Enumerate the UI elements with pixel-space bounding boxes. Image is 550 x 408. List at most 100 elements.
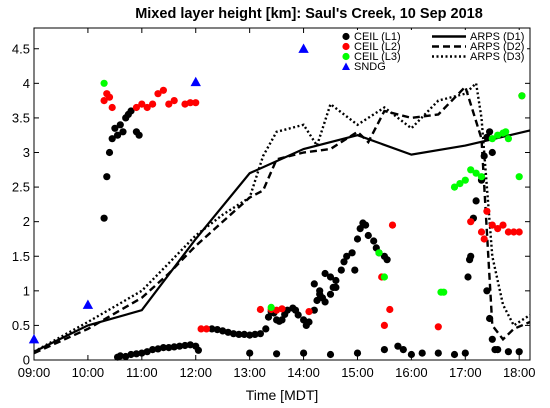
point-ceil-l1 <box>235 330 243 338</box>
point-ceil-l1 <box>208 325 216 333</box>
y-tick-label: 0 <box>23 353 30 368</box>
observation-points <box>28 43 526 361</box>
point-ceil-l1 <box>176 342 184 350</box>
point-ceil-l3 <box>518 92 526 100</box>
point-ceil-l1 <box>353 235 362 243</box>
x-tick-label: 16:00 <box>395 365 428 380</box>
point-ceil-l1 <box>103 173 111 181</box>
point-ceil-l1 <box>138 349 146 357</box>
point-ceil-l2 <box>105 93 114 101</box>
point-ceil-l1 <box>159 344 167 352</box>
point-ceil-l2 <box>305 308 313 316</box>
point-sndg <box>82 299 94 309</box>
point-ceil-l1 <box>356 225 364 233</box>
point-ceil-l1 <box>488 335 496 343</box>
y-tick-label: 4 <box>23 76 30 91</box>
point-ceil-l2 <box>202 325 211 333</box>
point-ceil-l2 <box>434 323 442 331</box>
x-tick-label: 13:00 <box>233 365 266 380</box>
point-ceil-l1 <box>343 252 351 260</box>
point-ceil-l1 <box>256 330 264 338</box>
point-ceil-l1 <box>340 258 348 266</box>
point-ceil-l1 <box>229 330 238 338</box>
legend-marker <box>342 42 350 51</box>
point-ceil-l2 <box>192 99 200 107</box>
point-ceil-l1 <box>213 326 221 334</box>
point-ceil-l1 <box>407 350 415 359</box>
point-ceil-l1 <box>132 350 140 358</box>
point-ceil-l1 <box>370 237 378 245</box>
point-ceil-l1 <box>100 214 108 222</box>
point-ceil-l1 <box>316 287 324 295</box>
point-ceil-l1 <box>246 331 254 339</box>
y-tick-label: 1 <box>23 283 30 298</box>
point-ceil-l1 <box>332 283 340 291</box>
point-ceil-l2 <box>273 306 281 314</box>
x-tick-label: 09:00 <box>18 365 51 380</box>
point-ceil-l1 <box>488 148 496 157</box>
point-ceil-l1 <box>364 231 372 240</box>
point-sndg <box>298 43 309 53</box>
point-ceil-l1 <box>326 350 335 359</box>
point-ceil-l2 <box>499 221 507 229</box>
point-ceil-l1 <box>332 276 340 285</box>
point-ceil-l2 <box>515 228 523 236</box>
point-ceil-l1 <box>480 152 488 160</box>
point-ceil-l1 <box>399 346 407 354</box>
point-ceil-l1 <box>326 290 335 298</box>
point-ceil-l2 <box>159 86 167 94</box>
legend-label-sndg: SNDG <box>354 61 386 73</box>
line-series-arps-d1 <box>33 129 531 353</box>
x-tick-label: 17:00 <box>449 365 482 380</box>
point-ceil-l1 <box>127 107 135 115</box>
point-ceil-l2 <box>170 97 178 105</box>
point-ceil-l2 <box>256 305 264 314</box>
point-ceil-l1 <box>264 313 273 321</box>
line-series-arps-d3 <box>33 80 531 353</box>
point-ceil-l1 <box>111 124 119 132</box>
x-tick-label: 12:00 <box>179 365 212 380</box>
point-ceil-l1 <box>135 131 143 139</box>
point-ceil-l1 <box>461 349 469 357</box>
point-ceil-l1 <box>326 273 335 281</box>
point-ceil-l2 <box>494 225 502 233</box>
x-tick-label: 11:00 <box>126 365 158 380</box>
point-ceil-l1 <box>181 341 189 350</box>
x-tick-label: 14:00 <box>287 365 320 380</box>
x-tick-label: 10:00 <box>72 365 105 380</box>
x-axis-label: Time [MDT] <box>246 387 319 403</box>
point-ceil-l1 <box>300 349 308 357</box>
point-ceil-l1 <box>240 330 248 338</box>
legend-marker <box>342 62 350 70</box>
point-ceil-l2 <box>504 228 512 236</box>
legend-label-ceil-l3: CEIL (L3) <box>354 51 401 63</box>
point-ceil-l2 <box>386 305 394 314</box>
point-ceil-l1 <box>105 148 114 157</box>
point-ceil-l2 <box>108 103 116 112</box>
point-ceil-l1 <box>472 197 480 205</box>
point-ceil-l1 <box>219 327 227 335</box>
point-ceil-l1 <box>515 348 523 356</box>
point-ceil-l1 <box>246 349 254 357</box>
model-lines <box>33 80 531 355</box>
point-ceil-l2 <box>154 90 162 98</box>
point-ceil-l2 <box>132 103 140 112</box>
legend-marker <box>342 32 350 41</box>
point-ceil-l1 <box>143 348 151 356</box>
point-ceil-l3 <box>267 303 275 311</box>
legend-markers <box>342 32 466 70</box>
point-ceil-l1 <box>394 342 402 350</box>
point-ceil-l1 <box>116 121 124 129</box>
line-series-arps-d2 <box>33 84 531 355</box>
point-ceil-l1 <box>283 306 291 314</box>
point-ceil-l2 <box>186 99 194 107</box>
point-ceil-l2 <box>483 207 491 215</box>
point-ceil-l1 <box>467 252 475 260</box>
point-ceil-l2 <box>480 235 488 243</box>
legend-label-ceil-l1: CEIL (L1) <box>354 31 401 43</box>
point-ceil-l1 <box>313 296 321 305</box>
legend-label-arps-d3: ARPS (D3) <box>470 51 524 63</box>
point-ceil-l3 <box>461 176 469 184</box>
x-tick-label: 15:00 <box>341 365 374 380</box>
point-ceil-l1 <box>362 221 370 229</box>
